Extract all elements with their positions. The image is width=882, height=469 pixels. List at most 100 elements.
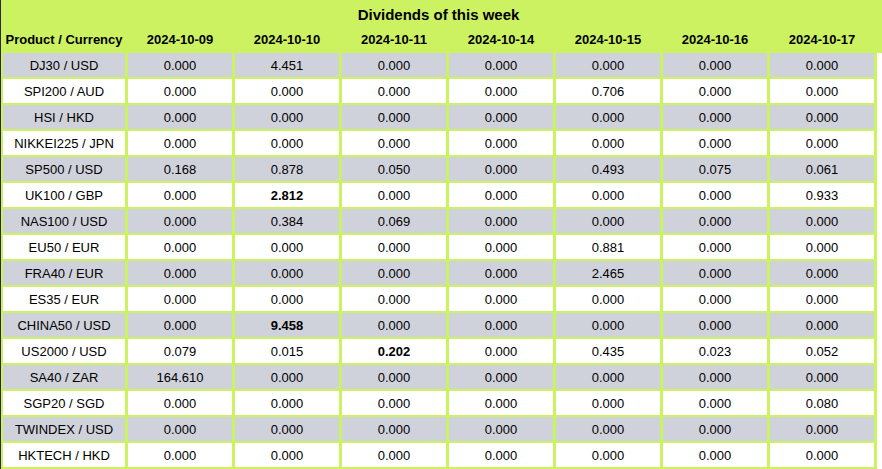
value-cell: 0.000 [342,79,446,103]
value-cell: 0.000 [449,417,553,441]
value-cell: 0.168 [128,157,232,181]
value-cell: 0.000 [556,287,660,311]
value-cell: 0.000 [128,105,232,129]
table-title: Dividends of this week [3,2,874,26]
value-cell: 0.000 [449,131,553,155]
value-cell: 0.706 [556,79,660,103]
value-cell: 0.000 [449,365,553,389]
table-row: SA40 / ZAR164.6100.0000.0000.0000.0000.0… [3,365,874,389]
value-cell: 0.000 [128,313,232,337]
value-cell: 0.000 [770,105,874,129]
value-cell: 0.050 [342,157,446,181]
value-cell: 0.000 [128,261,232,285]
table-row: ES35 / EUR0.0000.0000.0000.0000.0000.000… [3,287,874,311]
value-cell: 0.000 [342,105,446,129]
product-cell: SGP20 / SGD [3,391,125,415]
value-cell: 0.000 [663,209,767,233]
value-cell: 0.000 [342,417,446,441]
date-header: 2024-10-11 [342,28,446,51]
value-cell: 0.000 [128,417,232,441]
dividends-table: Dividends of this week Product / Currenc… [0,0,877,469]
value-cell: 0.023 [663,339,767,363]
product-cell: HKTECH / HKD [3,443,125,467]
product-cell: CHINA50 / USD [3,313,125,337]
table-head: Dividends of this week Product / Currenc… [3,2,874,51]
value-cell: 0.000 [449,261,553,285]
value-cell: 0.000 [449,287,553,311]
value-cell: 0.000 [235,131,339,155]
table-row: NAS100 / USD0.0000.3840.0690.0000.0000.0… [3,209,874,233]
table-row: SPI200 / AUD0.0000.0000.0000.0000.7060.0… [3,79,874,103]
value-cell: 0.000 [342,443,446,467]
value-cell: 0.000 [342,53,446,77]
value-cell: 0.000 [770,365,874,389]
table-body: DJ30 / USD0.0004.4510.0000.0000.0000.000… [3,53,874,467]
value-cell: 0.000 [449,105,553,129]
value-cell: 0.000 [556,53,660,77]
table-row: UK100 / GBP0.0002.8120.0000.0000.0000.00… [3,183,874,207]
value-cell: 0.000 [449,443,553,467]
title-row: Dividends of this week [3,2,874,26]
date-header: 2024-10-16 [663,28,767,51]
table-row: US2000 / USD0.0790.0150.2020.0000.4350.0… [3,339,874,363]
value-cell: 0.000 [663,79,767,103]
product-cell: TWINDEX / USD [3,417,125,441]
product-cell: EU50 / EUR [3,235,125,259]
value-cell: 0.000 [663,391,767,415]
table-row: FRA40 / EUR0.0000.0000.0000.0002.4650.00… [3,261,874,285]
product-cell: UK100 / GBP [3,183,125,207]
value-cell: 0.000 [235,235,339,259]
product-cell: ES35 / EUR [3,287,125,311]
value-cell: 0.000 [449,313,553,337]
value-cell: 0.000 [556,391,660,415]
value-cell: 0.000 [770,287,874,311]
value-cell: 0.000 [449,339,553,363]
value-cell: 0.000 [770,417,874,441]
value-cell: 0.000 [235,79,339,103]
value-cell: 0.435 [556,339,660,363]
column-header-row: Product / Currency2024-10-092024-10-1020… [3,28,874,51]
product-cell: SP500 / USD [3,157,125,181]
value-cell: 0.000 [663,183,767,207]
value-cell: 0.000 [235,391,339,415]
value-cell: 0.000 [128,287,232,311]
value-cell: 0.061 [770,157,874,181]
value-cell: 0.000 [663,443,767,467]
value-cell: 0.000 [128,391,232,415]
value-cell: 0.000 [449,53,553,77]
value-cell: 2.812 [235,183,339,207]
value-cell: 0.000 [663,131,767,155]
value-cell: 0.000 [342,131,446,155]
value-cell: 0.493 [556,157,660,181]
value-cell: 0.000 [342,261,446,285]
value-cell: 0.000 [556,209,660,233]
value-cell: 0.000 [235,105,339,129]
value-cell: 0.000 [449,157,553,181]
value-cell: 0.000 [128,443,232,467]
product-cell: NIKKEI225 / JPN [3,131,125,155]
value-cell: 0.052 [770,339,874,363]
value-cell: 0.000 [556,443,660,467]
product-cell: DJ30 / USD [3,53,125,77]
product-cell: SPI200 / AUD [3,79,125,103]
value-cell: 0.000 [770,443,874,467]
value-cell: 0.000 [235,261,339,285]
value-cell: 0.000 [449,391,553,415]
value-cell: 0.878 [235,157,339,181]
value-cell: 0.000 [556,183,660,207]
value-cell: 0.000 [663,417,767,441]
value-cell: 0.000 [235,287,339,311]
table-row: TWINDEX / USD0.0000.0000.0000.0000.0000.… [3,417,874,441]
value-cell: 0.000 [235,417,339,441]
value-cell: 0.000 [235,443,339,467]
dividends-widget: Dividends of this week Product / Currenc… [0,0,882,469]
value-cell: 0.000 [556,417,660,441]
table-row: DJ30 / USD0.0004.4510.0000.0000.0000.000… [3,53,874,77]
table-row: CHINA50 / USD0.0009.4580.0000.0000.0000.… [3,313,874,337]
table-row: HKTECH / HKD0.0000.0000.0000.0000.0000.0… [3,443,874,467]
left-window-edge [0,0,1,469]
value-cell: 0.015 [235,339,339,363]
value-cell: 0.933 [770,183,874,207]
table-row: SP500 / USD0.1680.8780.0500.0000.4930.07… [3,157,874,181]
date-header: 2024-10-09 [128,28,232,51]
